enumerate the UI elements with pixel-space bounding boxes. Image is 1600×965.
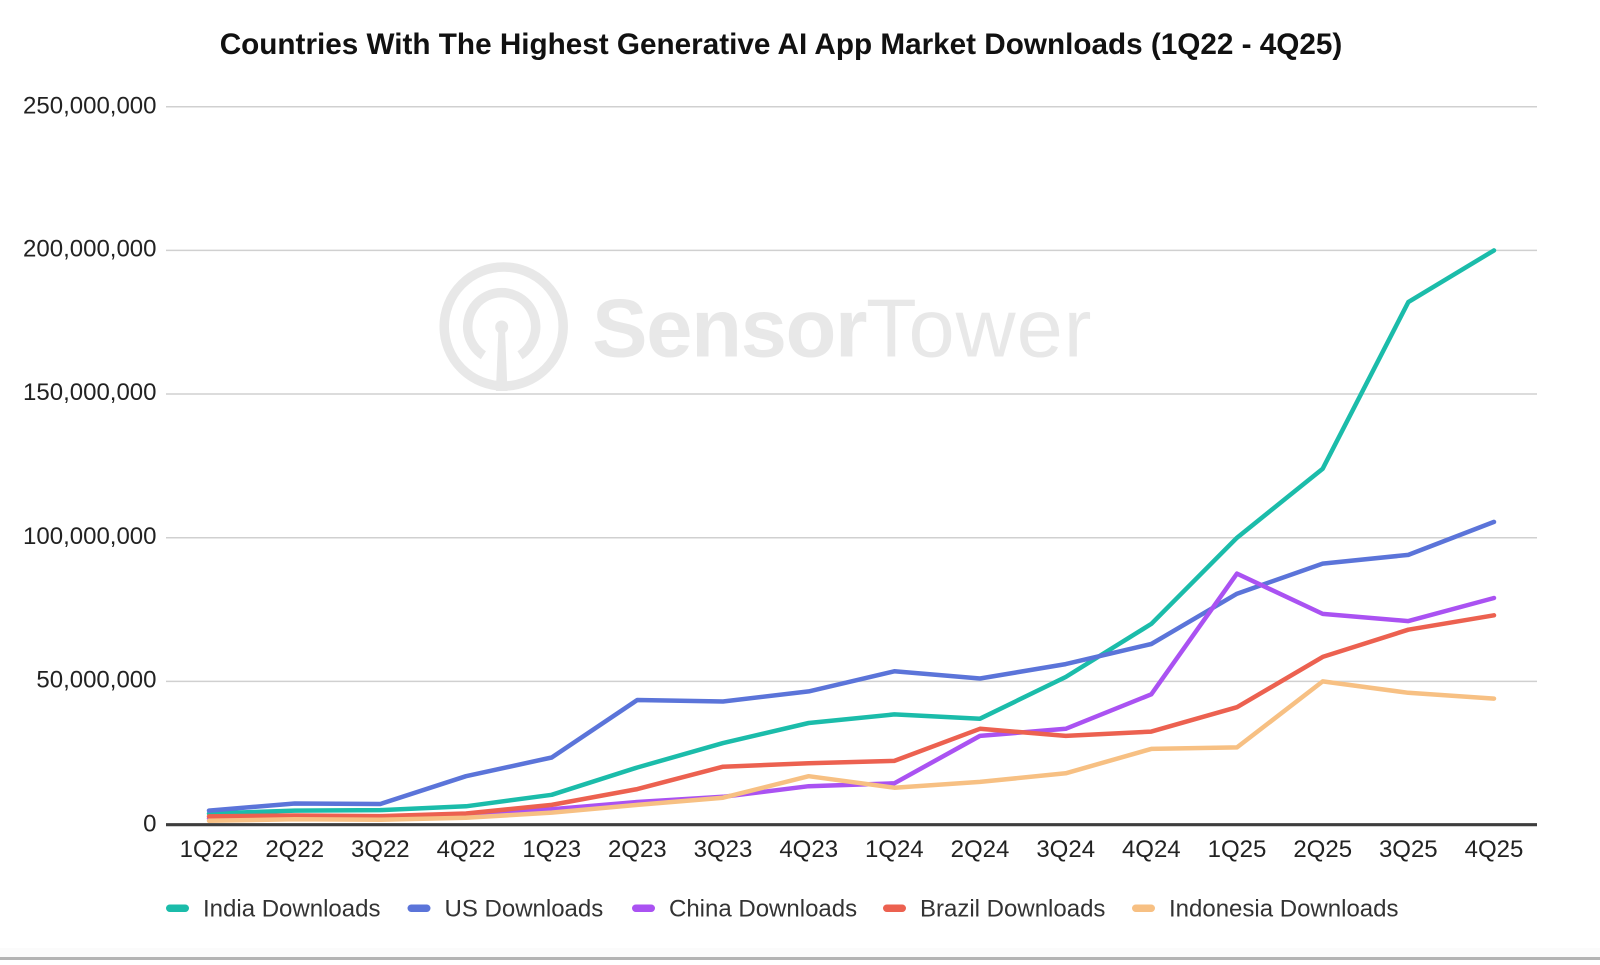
svg-text:Indonesia Downloads: Indonesia Downloads	[1169, 896, 1399, 923]
svg-text:Countries With The Highest Gen: Countries With The Highest Generative AI…	[220, 28, 1343, 61]
svg-text:China Downloads: China Downloads	[669, 896, 857, 923]
svg-text:250,000,000: 250,000,000	[23, 92, 156, 119]
svg-text:1Q25: 1Q25	[1208, 836, 1267, 863]
svg-text:India Downloads: India Downloads	[203, 896, 380, 923]
svg-text:4Q23: 4Q23	[779, 836, 838, 863]
svg-text:1Q24: 1Q24	[865, 836, 924, 863]
svg-text:2Q24: 2Q24	[951, 836, 1010, 863]
svg-text:0: 0	[143, 810, 156, 837]
svg-text:1Q23: 1Q23	[522, 836, 581, 863]
svg-text:4Q22: 4Q22	[437, 836, 496, 863]
svg-text:4Q25: 4Q25	[1465, 836, 1524, 863]
svg-text:Sensor: Sensor	[592, 282, 867, 375]
svg-text:150,000,000: 150,000,000	[23, 379, 156, 406]
svg-text:100,000,000: 100,000,000	[23, 523, 156, 550]
svg-text:50,000,000: 50,000,000	[36, 667, 156, 694]
svg-text:4Q24: 4Q24	[1122, 836, 1181, 863]
svg-text:3Q25: 3Q25	[1379, 836, 1438, 863]
svg-text:3Q22: 3Q22	[351, 836, 410, 863]
svg-text:2Q23: 2Q23	[608, 836, 667, 863]
svg-text:Brazil Downloads: Brazil Downloads	[920, 896, 1105, 923]
svg-text:3Q24: 3Q24	[1036, 836, 1095, 863]
svg-text:2Q25: 2Q25	[1293, 836, 1352, 863]
svg-text:3Q23: 3Q23	[694, 836, 753, 863]
svg-text:US Downloads: US Downloads	[445, 896, 604, 923]
svg-text:1Q22: 1Q22	[180, 836, 239, 863]
svg-text:2Q22: 2Q22	[265, 836, 324, 863]
svg-text:200,000,000: 200,000,000	[23, 236, 156, 263]
svg-text:Tower: Tower	[866, 282, 1092, 375]
